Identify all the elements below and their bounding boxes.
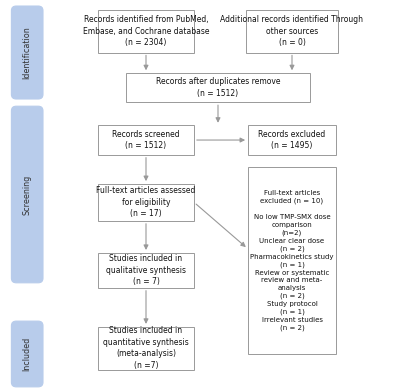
Text: Additional records identified Through
other sources
(n = 0): Additional records identified Through ot… — [220, 15, 364, 47]
Text: Records identified from PubMed,
Embase, and Cochrane database
(n = 2304): Records identified from PubMed, Embase, … — [83, 15, 209, 47]
FancyBboxPatch shape — [248, 167, 336, 354]
FancyBboxPatch shape — [246, 10, 338, 53]
FancyBboxPatch shape — [12, 106, 43, 283]
FancyBboxPatch shape — [126, 73, 310, 102]
FancyBboxPatch shape — [98, 253, 194, 288]
Text: Records after duplicates remove
(n = 1512): Records after duplicates remove (n = 151… — [156, 77, 280, 98]
Text: Included: Included — [23, 337, 32, 371]
FancyBboxPatch shape — [98, 125, 194, 155]
Text: Studies included in
quantitative synthesis
(meta-analysis)
(n =7): Studies included in quantitative synthes… — [103, 326, 189, 370]
FancyBboxPatch shape — [248, 125, 336, 155]
FancyBboxPatch shape — [12, 6, 43, 99]
Text: Identification: Identification — [23, 26, 32, 79]
FancyBboxPatch shape — [12, 321, 43, 387]
FancyBboxPatch shape — [98, 10, 194, 53]
Text: Records screened
(n = 1512): Records screened (n = 1512) — [112, 130, 180, 150]
FancyBboxPatch shape — [98, 184, 194, 221]
Text: Full-text articles
excluded (n = 10)

No low TMP-SMX dose
comparison
(n=2)
Uncle: Full-text articles excluded (n = 10) No … — [250, 190, 334, 331]
Text: Screening: Screening — [23, 174, 32, 215]
Text: Studies included in
qualitative synthesis
(n = 7): Studies included in qualitative synthesi… — [106, 254, 186, 286]
Text: Full-text articles assessed
for eligibility
(n = 17): Full-text articles assessed for eligibil… — [96, 186, 196, 218]
Text: Records excluded
(n = 1495): Records excluded (n = 1495) — [258, 130, 326, 150]
FancyBboxPatch shape — [98, 327, 194, 370]
